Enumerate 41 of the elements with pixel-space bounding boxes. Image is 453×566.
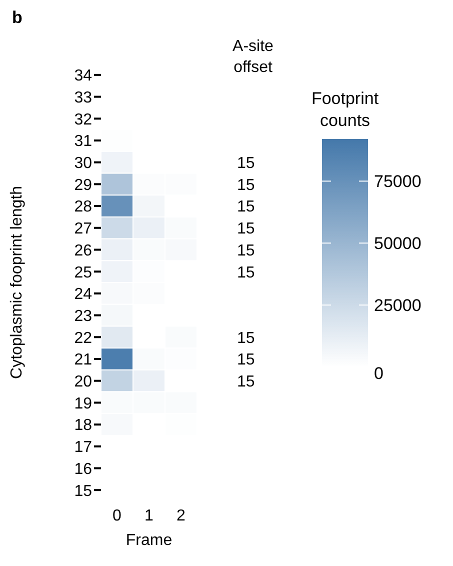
color-bar-label: 25000 xyxy=(374,296,422,316)
x-axis-title: Frame xyxy=(126,532,172,549)
y-tick-label: 21 xyxy=(74,352,92,369)
y-tick-label: 28 xyxy=(74,198,92,216)
y-tick-label: 32 xyxy=(74,111,92,128)
color-bar-title: Footprint counts xyxy=(310,88,380,132)
y-tick-label: 30 xyxy=(74,155,92,172)
y-tick-label: 33 xyxy=(74,89,92,106)
y-tick-label: 34 xyxy=(74,68,92,85)
y2-tick-label: 15 xyxy=(237,155,255,172)
y-tick-label: 23 xyxy=(74,308,92,325)
y2-tick-label: 15 xyxy=(237,374,255,391)
y2-tick-label: 15 xyxy=(237,352,255,369)
y-tick-label: 31 xyxy=(74,133,92,150)
y2-axis-title: A-site offset xyxy=(232,37,274,78)
y-tick-label: 19 xyxy=(74,395,92,412)
color-bar-label: 0 xyxy=(374,364,384,383)
y-tick-label: 18 xyxy=(74,417,92,434)
y-tick-label: 20 xyxy=(74,374,92,391)
y-tick-label: 29 xyxy=(74,176,92,194)
x-tick-label: 2 xyxy=(176,507,186,524)
y2-tick-label: 15 xyxy=(237,242,255,260)
y-tick-label: 24 xyxy=(74,286,92,304)
color-bar-label: 75000 xyxy=(374,172,422,192)
color-bar-label: 50000 xyxy=(374,234,422,254)
y-tick-label: 17 xyxy=(74,439,92,456)
y-tick-label: 15 xyxy=(74,482,92,500)
y-axis-title: Cytoplasmic fooprint length xyxy=(8,186,26,379)
y2-tick-label: 15 xyxy=(237,220,255,238)
x-tick-label: 1 xyxy=(144,507,154,524)
y2-tick-label: 15 xyxy=(237,264,255,282)
y-tick-label: 22 xyxy=(74,330,92,347)
y-tick-label: 25 xyxy=(74,264,92,282)
y2-tick-label: 15 xyxy=(237,330,255,347)
chart-title: b xyxy=(12,8,22,28)
x-tick-label: 0 xyxy=(112,507,122,524)
y-tick-label: 26 xyxy=(74,242,92,260)
y2-tick-label: 15 xyxy=(237,176,255,194)
y-tick-label: 27 xyxy=(74,220,92,238)
y2-tick-label: 15 xyxy=(237,198,255,216)
y-tick-label: 16 xyxy=(74,460,92,478)
